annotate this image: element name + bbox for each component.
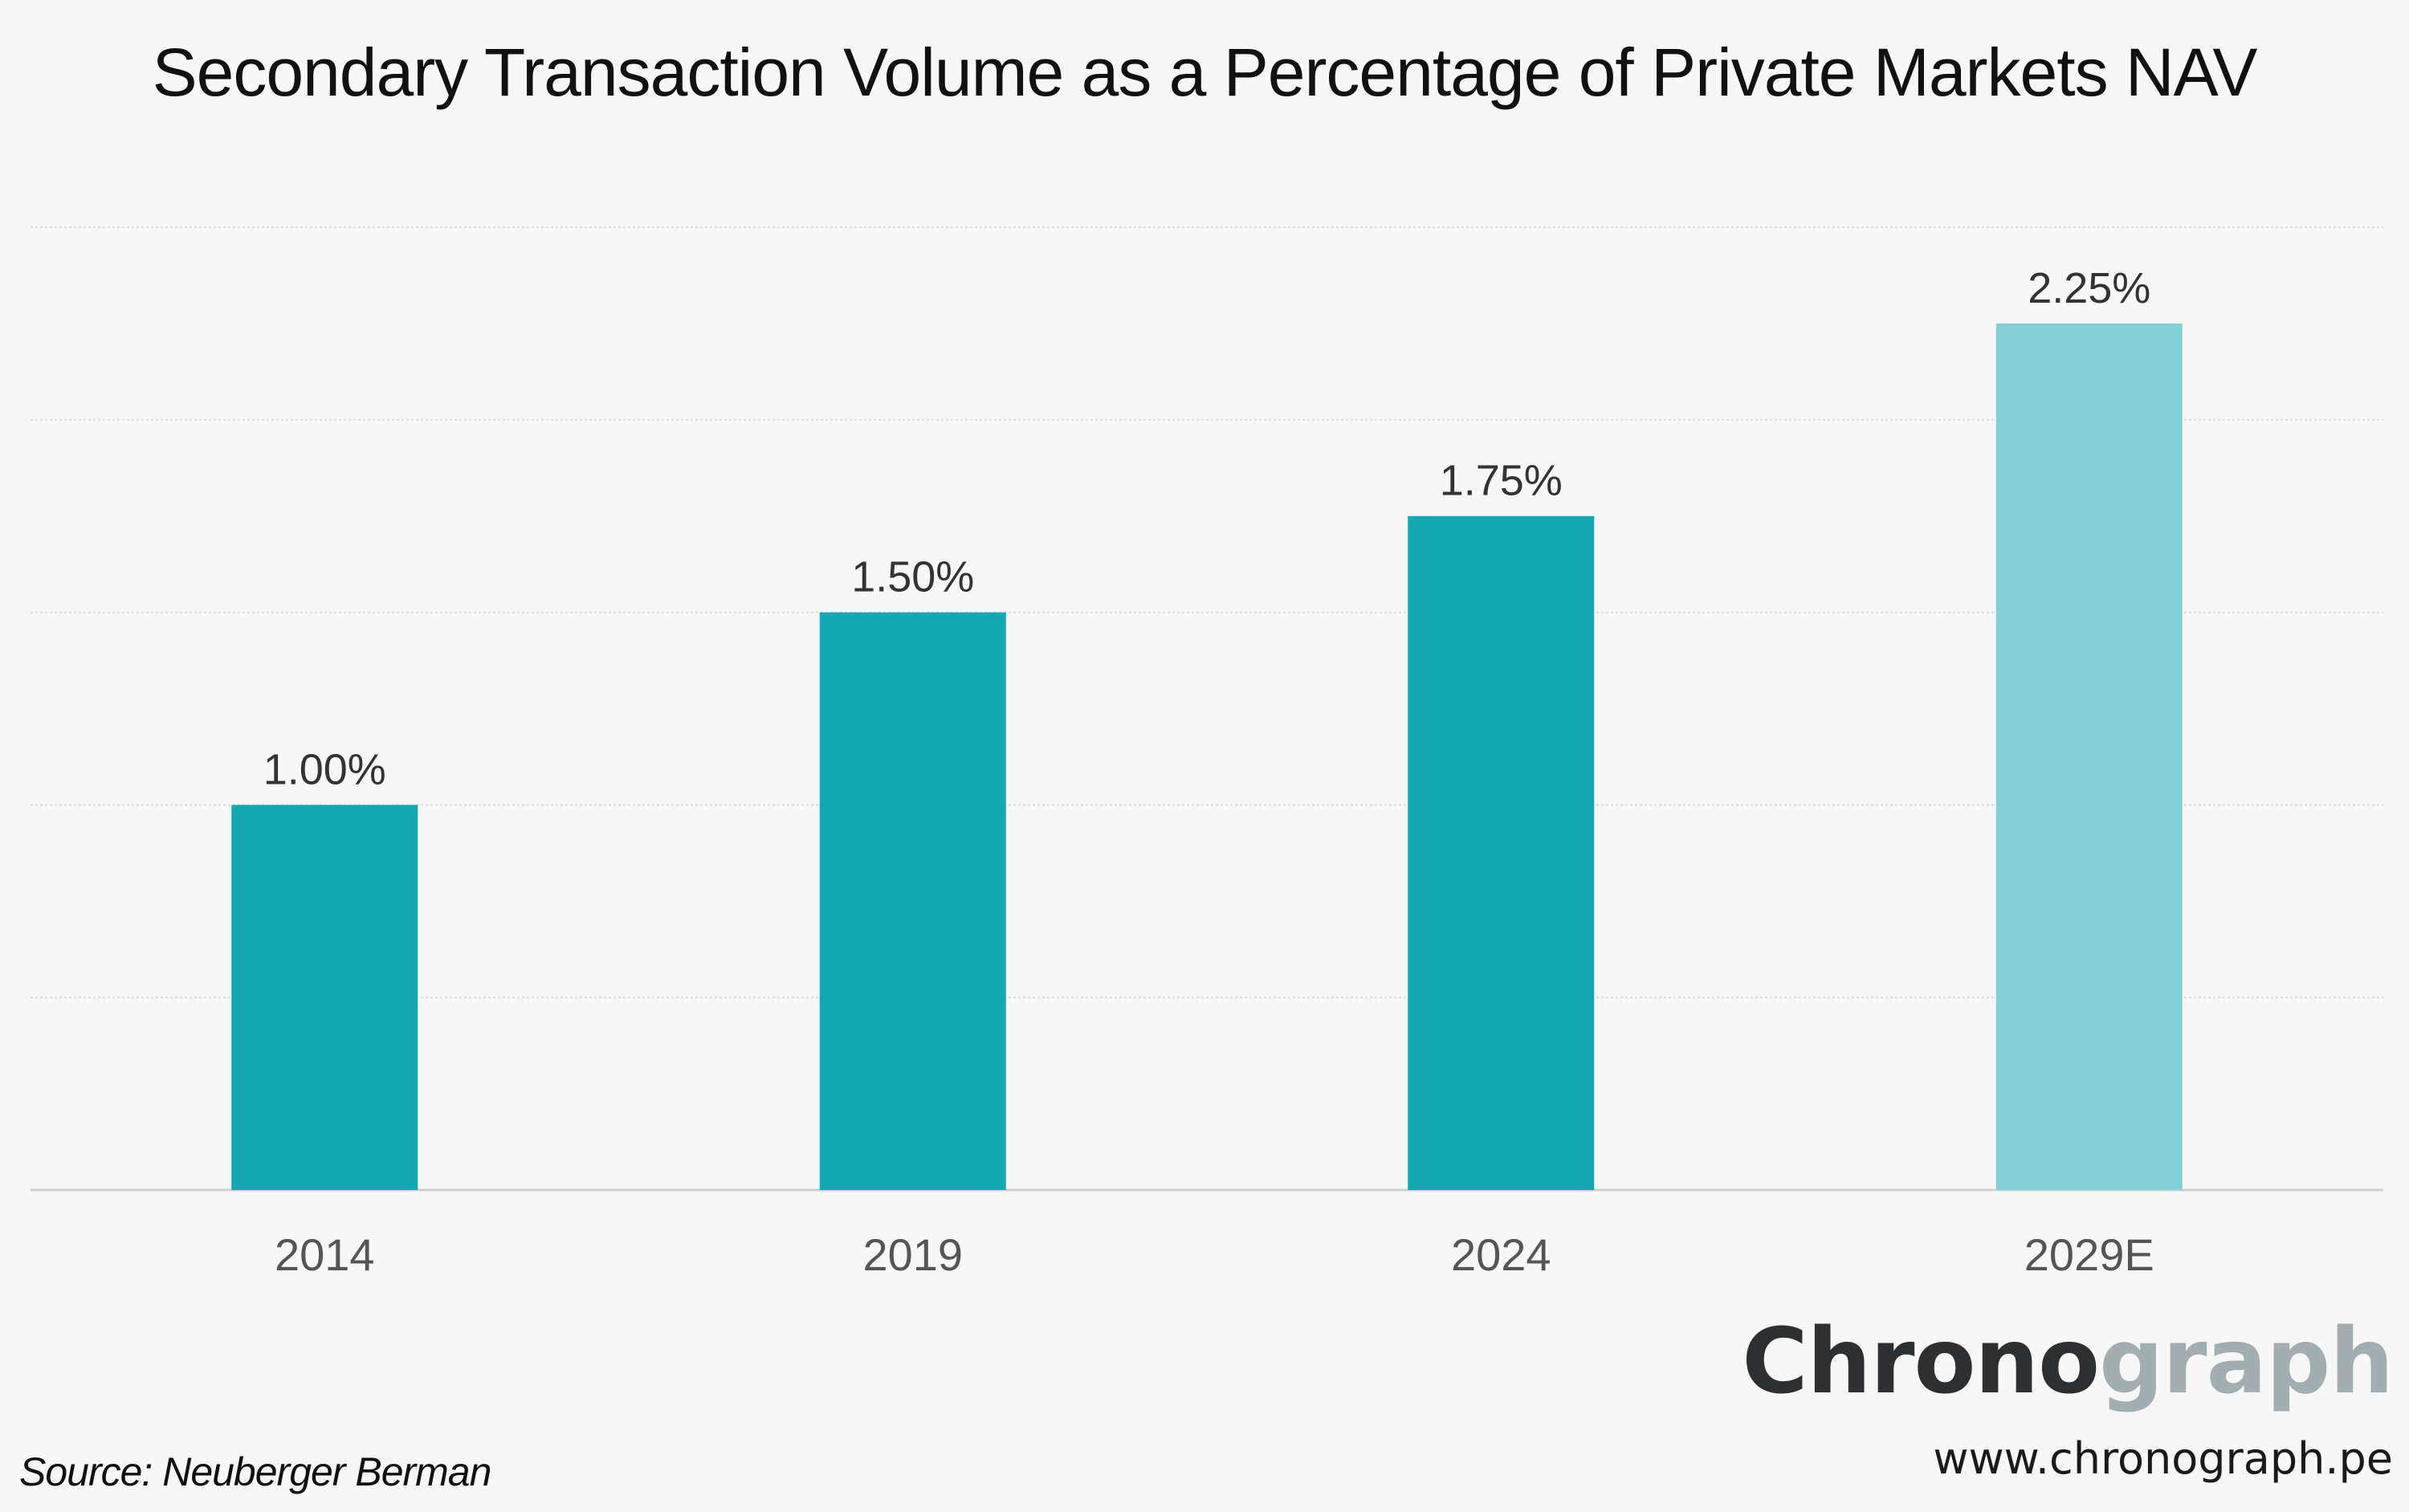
value-label-2024: 1.75% (1440, 457, 1563, 505)
bar-2019 (819, 612, 1006, 1190)
x-tick-label-2019: 2019 (862, 1229, 963, 1280)
brand-name-part2: graph (2099, 1310, 2394, 1414)
bar-2014 (231, 805, 418, 1190)
x-tick-label-2029e: 2029E (2024, 1229, 2154, 1280)
value-label-2029e: 2.25% (2028, 264, 2150, 312)
brand-url: www.chronograph.pe (1933, 1433, 2393, 1484)
source-note: Source: Neuberger Berman (19, 1449, 491, 1494)
value-label-2014: 1.00% (263, 745, 386, 793)
bar-2024 (1408, 516, 1595, 1190)
brand-name: Chronograph (1742, 1317, 2394, 1407)
bar-2029e (1995, 323, 2183, 1190)
brand-logo: Chronograph www.chronograph.pe (1742, 1317, 2394, 1484)
chart-title: Secondary Transaction Volume as a Percen… (152, 35, 2258, 110)
x-tick-label-2024: 2024 (1451, 1229, 1551, 1280)
value-label-2019: 1.50% (851, 553, 974, 601)
x-tick-label-2014: 2014 (275, 1229, 375, 1280)
brand-name-part1: Chrono (1742, 1310, 2100, 1414)
